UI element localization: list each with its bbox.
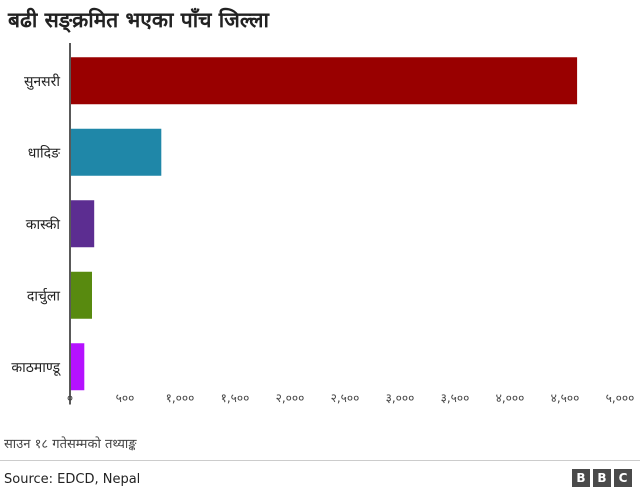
footer-divider	[0, 460, 640, 461]
x-tick-label: ४,५००	[551, 391, 580, 405]
x-tick-label: २,०००	[276, 391, 305, 405]
x-tick-label: ५,०००	[606, 391, 635, 405]
bar-chart: सुनसरी धादिङ कास्की दार्चुला काठमाण्डू ० ५०० १,…	[11, 43, 635, 405]
category-label: दार्चुला	[27, 287, 60, 304]
bar	[71, 128, 162, 176]
x-tick-label: ३,०००	[386, 391, 415, 405]
bar	[71, 271, 92, 319]
x-tick-label: ४,०००	[496, 391, 525, 405]
x-tick-label: ५००	[116, 391, 135, 405]
bar	[71, 343, 85, 391]
logo-letter: B	[572, 469, 590, 487]
chart-title: बढी सङ्क्रमित भएका पाँच जिल्ला	[8, 8, 269, 32]
bar	[71, 57, 578, 105]
source-text: Source: EDCD, Nepal	[4, 472, 141, 487]
x-tick-label: १,०००	[166, 391, 195, 405]
bar	[71, 200, 95, 248]
category-label: सुनसरी	[24, 73, 60, 90]
data-date-note: साउन १८ गतेसम्मको तथ्याङ्क	[4, 437, 137, 452]
logo-letter: C	[614, 469, 632, 487]
category-label: काठमाण्डू	[11, 360, 61, 376]
logo-letter: B	[593, 469, 611, 487]
category-label: धादिङ	[28, 144, 61, 161]
x-tick-label: २,५००	[331, 391, 360, 405]
x-tick-label: १,५००	[221, 391, 250, 405]
x-tick-label: ३,५००	[441, 391, 470, 405]
x-tick-label: ०	[67, 391, 73, 405]
category-label: कास्की	[26, 216, 61, 233]
bbc-logo: B B C	[572, 469, 632, 487]
